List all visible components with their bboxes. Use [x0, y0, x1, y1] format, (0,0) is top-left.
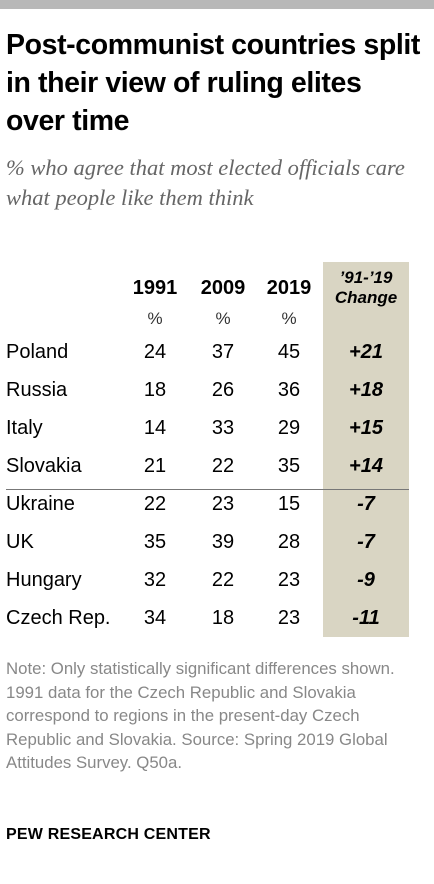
change-value: +21: [349, 341, 383, 363]
chart-title: Post-communist countries split in their …: [6, 29, 420, 137]
column-unit-2009: %: [215, 309, 231, 328]
value-2019: 29: [277, 417, 301, 439]
column-unit-2019: %: [281, 309, 297, 328]
value-2019: 45: [277, 341, 301, 363]
value-1991: 34: [143, 607, 167, 629]
value-1991: 22: [143, 493, 167, 515]
change-column-header: ’91-’19 Change: [323, 268, 409, 308]
value-2009: 22: [211, 569, 235, 591]
value-1991: 14: [143, 417, 167, 439]
change-value: +14: [349, 455, 383, 477]
value-2019: 36: [277, 379, 301, 401]
change-value: -7: [357, 493, 375, 515]
column-unit-1991: %: [147, 309, 163, 328]
table-row: Ukraine 22 23 15 -7: [0, 487, 434, 523]
table-row: Russia 18 26 36 +18: [0, 373, 434, 409]
country-label: Hungary: [6, 569, 82, 591]
table-row: Slovakia 21 22 35 +14: [0, 449, 434, 485]
value-1991: 18: [143, 379, 167, 401]
value-2009: 23: [211, 493, 235, 515]
table-row: Italy 14 33 29 +15: [0, 411, 434, 447]
value-2019: 23: [277, 607, 301, 629]
change-value: +18: [349, 379, 383, 401]
value-2019: 23: [277, 569, 301, 591]
change-header-years: ’91-’19: [339, 268, 393, 287]
country-label: Poland: [6, 341, 69, 363]
value-2019: 15: [277, 493, 301, 515]
value-1991: 24: [143, 341, 167, 363]
change-header-label: Change: [334, 288, 398, 307]
group-divider: [6, 489, 409, 490]
table-row: Hungary 32 22 23 -9: [0, 563, 434, 599]
country-label: Ukraine: [6, 493, 75, 515]
value-2019: 35: [277, 455, 301, 477]
table-row: UK 35 39 28 -7: [0, 525, 434, 561]
column-header-1991: 1991: [132, 277, 178, 299]
country-label: UK: [6, 531, 34, 553]
change-column-band: [323, 262, 409, 637]
value-1991: 32: [143, 569, 167, 591]
value-2009: 22: [211, 455, 235, 477]
value-2009: 26: [211, 379, 235, 401]
value-1991: 21: [143, 455, 167, 477]
change-value: +15: [349, 417, 383, 439]
value-1991: 35: [143, 531, 167, 553]
source-note: Note: Only statistically significant dif…: [6, 659, 395, 772]
country-label: Italy: [6, 417, 43, 439]
value-2009: 37: [211, 341, 235, 363]
table-row: Czech Rep. 34 18 23 -11: [0, 601, 434, 637]
value-2009: 33: [211, 417, 235, 439]
country-label: Russia: [6, 379, 68, 401]
column-header-2019: 2019: [266, 277, 312, 299]
top-rule: [0, 0, 434, 9]
column-header-2009: 2009: [200, 277, 246, 299]
value-2009: 39: [211, 531, 235, 553]
change-value: -7: [357, 531, 375, 553]
change-value: -11: [352, 607, 380, 629]
credit-line: PEW RESEARCH CENTER: [6, 826, 211, 843]
table-row: Poland 24 37 45 +21: [0, 335, 434, 371]
country-label: Slovakia: [6, 455, 82, 477]
value-2019: 28: [277, 531, 301, 553]
value-2009: 18: [211, 607, 235, 629]
chart-subtitle: % who agree that most elected officials …: [6, 155, 405, 210]
country-label: Czech Rep.: [6, 607, 111, 629]
change-value: -9: [357, 569, 375, 591]
